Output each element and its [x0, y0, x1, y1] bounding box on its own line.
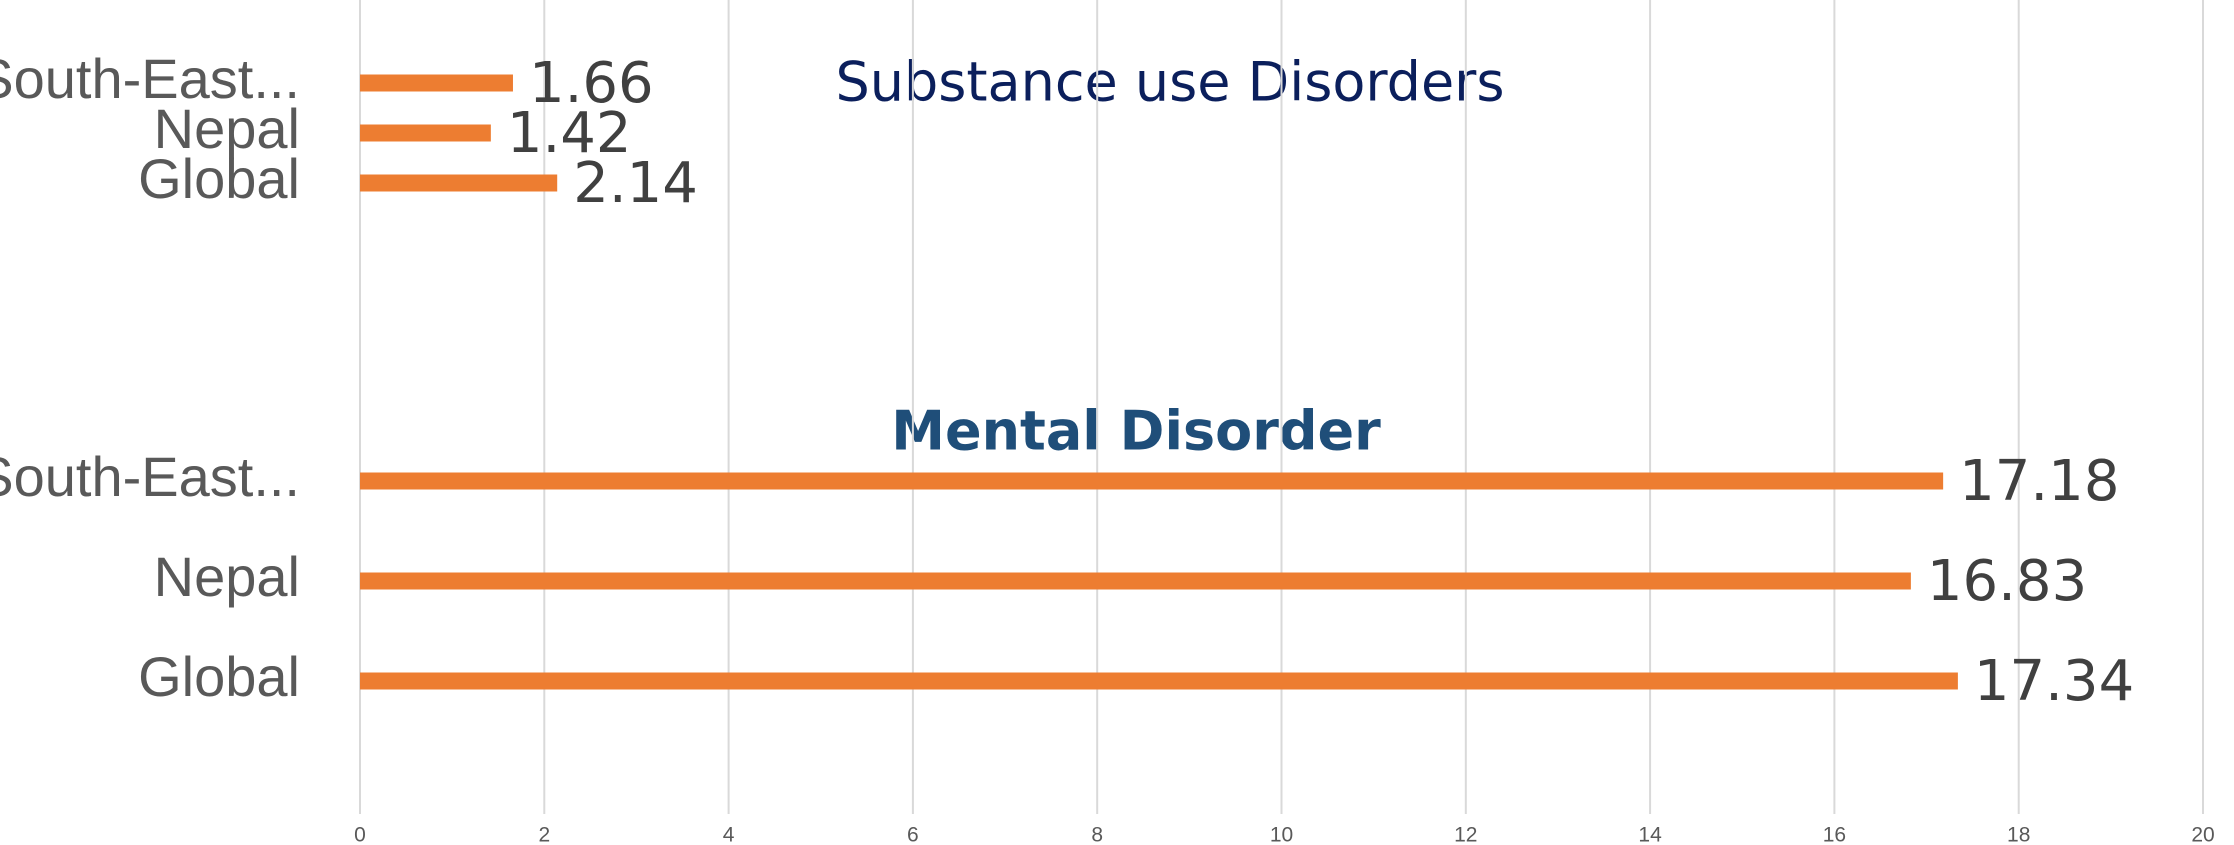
x-tick-label: 0 [354, 824, 366, 845]
y-tick-label: Global [138, 645, 300, 708]
x-tick-label: 8 [1091, 824, 1103, 845]
data-label: 1.42 [507, 101, 632, 166]
bar [360, 472, 1944, 490]
y-tick-label: Global [138, 147, 300, 210]
bar [360, 124, 491, 142]
data-label: 1.66 [529, 51, 654, 116]
y-tick-label: Nepal [154, 97, 300, 160]
x-tick-label: 18 [2007, 824, 2030, 845]
x-tick-label: 16 [1823, 824, 1846, 845]
chart-title: Mental Disorder [891, 400, 1381, 463]
bar [360, 672, 1958, 690]
data-label: 17.34 [1974, 649, 2134, 714]
bar [360, 572, 1911, 590]
data-label: 16.83 [1927, 549, 2087, 614]
x-tick-label: 4 [723, 824, 735, 845]
y-tick-label: Nepal [154, 545, 300, 608]
x-tick-label: 10 [1270, 824, 1293, 845]
y-tick-label: South-East... [0, 445, 300, 508]
bar [360, 74, 513, 92]
x-tick-label: 12 [1454, 824, 1477, 845]
data-label: 17.18 [1959, 449, 2119, 514]
x-tick-label: 6 [907, 824, 919, 845]
y-tick-label: South-East... [0, 47, 300, 110]
bar [360, 174, 558, 192]
x-tick-label: 20 [2191, 824, 2214, 845]
x-tick-label: 2 [538, 824, 550, 845]
x-tick-label: 14 [1638, 824, 1662, 845]
chart-title: Substance use Disorders [835, 51, 1504, 114]
data-label: 2.14 [573, 151, 698, 216]
